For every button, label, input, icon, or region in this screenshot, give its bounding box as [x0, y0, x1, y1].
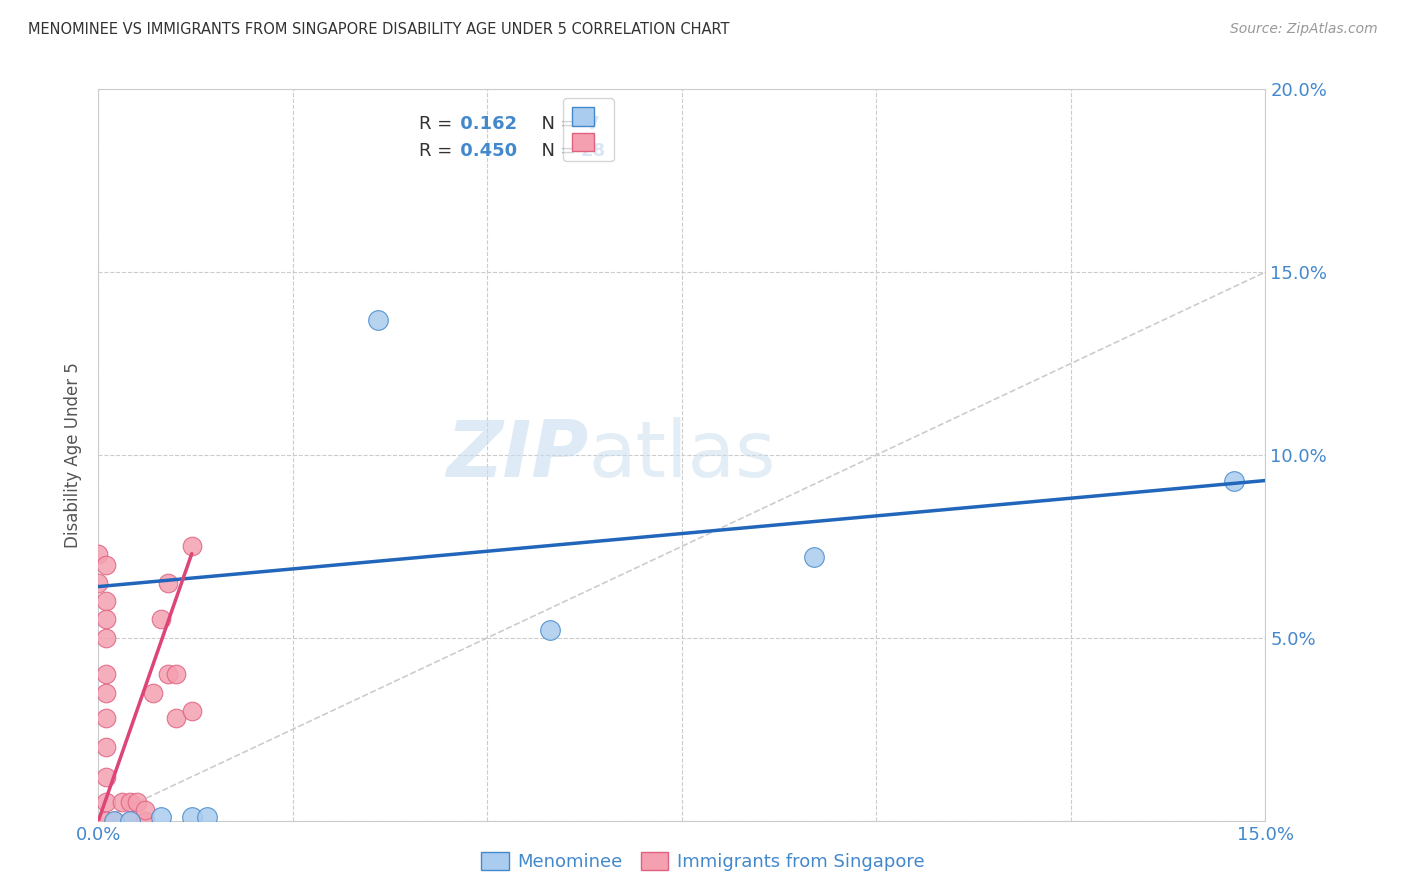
Point: [96, 685, 118, 699]
Point: [195, 810, 218, 824]
Point: [96, 740, 118, 755]
Point: [87, 547, 110, 561]
Point: [96, 814, 118, 828]
Text: MENOMINEE VS IMMIGRANTS FROM SINGAPORE DISABILITY AGE UNDER 5 CORRELATION CHART: MENOMINEE VS IMMIGRANTS FROM SINGAPORE D…: [28, 22, 730, 37]
Point: [127, 796, 149, 810]
Point: [180, 810, 202, 824]
Legend: Menominee, Immigrants from Singapore: Menominee, Immigrants from Singapore: [474, 845, 932, 879]
Text: R =: R =: [419, 143, 458, 161]
Text: N =: N =: [530, 143, 582, 161]
Point: [165, 667, 187, 681]
Point: [118, 796, 141, 810]
Point: [96, 558, 118, 572]
Y-axis label: Disability Age Under 5: Disability Age Under 5: [65, 362, 83, 548]
Point: [157, 576, 180, 591]
Point: [180, 539, 202, 553]
Text: 7: 7: [575, 115, 599, 134]
Point: [157, 667, 180, 681]
Point: [103, 814, 125, 828]
Point: [96, 770, 118, 784]
Point: [803, 550, 825, 565]
Legend: , : ,: [564, 98, 614, 161]
Point: [96, 711, 118, 725]
Point: [87, 576, 110, 591]
Point: [149, 810, 172, 824]
Text: Source: ZipAtlas.com: Source: ZipAtlas.com: [1230, 22, 1378, 37]
Point: [165, 711, 187, 725]
Text: 0.162: 0.162: [454, 115, 517, 134]
Point: [538, 624, 561, 638]
Point: [96, 594, 118, 608]
Text: ZIP: ZIP: [446, 417, 589, 493]
Point: [96, 631, 118, 645]
Point: [134, 814, 156, 828]
Text: R =: R =: [419, 115, 458, 134]
Point: [142, 685, 165, 699]
Point: [111, 796, 134, 810]
Point: [118, 814, 141, 828]
Text: N =: N =: [530, 115, 582, 134]
Point: [1223, 474, 1246, 488]
Point: [367, 312, 389, 326]
Point: [96, 796, 118, 810]
Text: 0.450: 0.450: [454, 143, 517, 161]
Point: [103, 814, 125, 828]
Text: atlas: atlas: [589, 417, 776, 493]
Point: [96, 613, 118, 627]
Text: 28: 28: [581, 143, 606, 161]
Point: [134, 803, 156, 817]
Point: [149, 613, 172, 627]
Point: [96, 667, 118, 681]
Point: [180, 704, 202, 718]
Point: [118, 814, 141, 828]
